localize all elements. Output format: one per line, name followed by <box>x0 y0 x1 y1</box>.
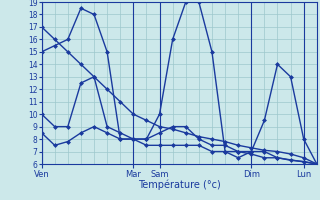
X-axis label: Température (°c): Température (°c) <box>138 180 220 190</box>
